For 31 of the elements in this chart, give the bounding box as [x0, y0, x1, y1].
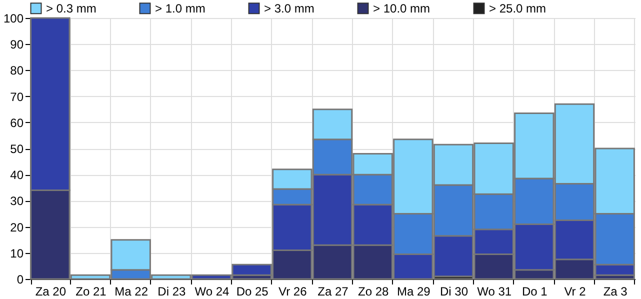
x-tick-label: Za 3 [603, 284, 628, 298]
y-tick-label: 20 [10, 220, 24, 234]
x-tick-label: Di 23 [158, 284, 186, 298]
legend-label: > 0.3 mm [46, 1, 96, 16]
x-tick-label: Ma 22 [114, 284, 148, 298]
legend-label: > 1.0 mm [155, 1, 206, 16]
x-tick-label: Vr 26 [278, 284, 308, 298]
legend-label: > 10.0 mm [373, 1, 430, 16]
x-tick-label: Do 1 [522, 284, 548, 298]
y-tick-label: 90 [10, 38, 24, 52]
legend-label: > 3.0 mm [264, 1, 314, 16]
x-tick-label: Za 20 [35, 284, 66, 298]
x-tick-label: Do 25 [236, 284, 269, 298]
y-tick-label: 40 [10, 168, 24, 182]
x-tick-label: Wo 24 [194, 284, 230, 298]
y-tick-label: 80 [10, 64, 24, 78]
x-tick-label: Za 27 [318, 284, 349, 298]
legend-label: > 25.0 mm [489, 1, 546, 16]
x-tick-label: Di 30 [440, 284, 468, 298]
y-tick-label: 100 [3, 12, 24, 26]
y-tick-label: 10 [10, 246, 24, 260]
y-tick-label: 50 [10, 142, 24, 156]
y-tick-label: 0 [16, 272, 24, 286]
x-tick-label: Zo 21 [76, 284, 107, 298]
x-tick-label: Zo 28 [358, 284, 389, 298]
y-tick-label: 30 [10, 194, 24, 208]
x-tick-label: Wo 31 [477, 284, 512, 298]
x-tick-label: Ma 29 [396, 284, 431, 298]
y-tick-label: 70 [10, 90, 24, 104]
x-tick-label: Vr 2 [564, 284, 586, 298]
y-tick-label: 60 [10, 116, 24, 130]
